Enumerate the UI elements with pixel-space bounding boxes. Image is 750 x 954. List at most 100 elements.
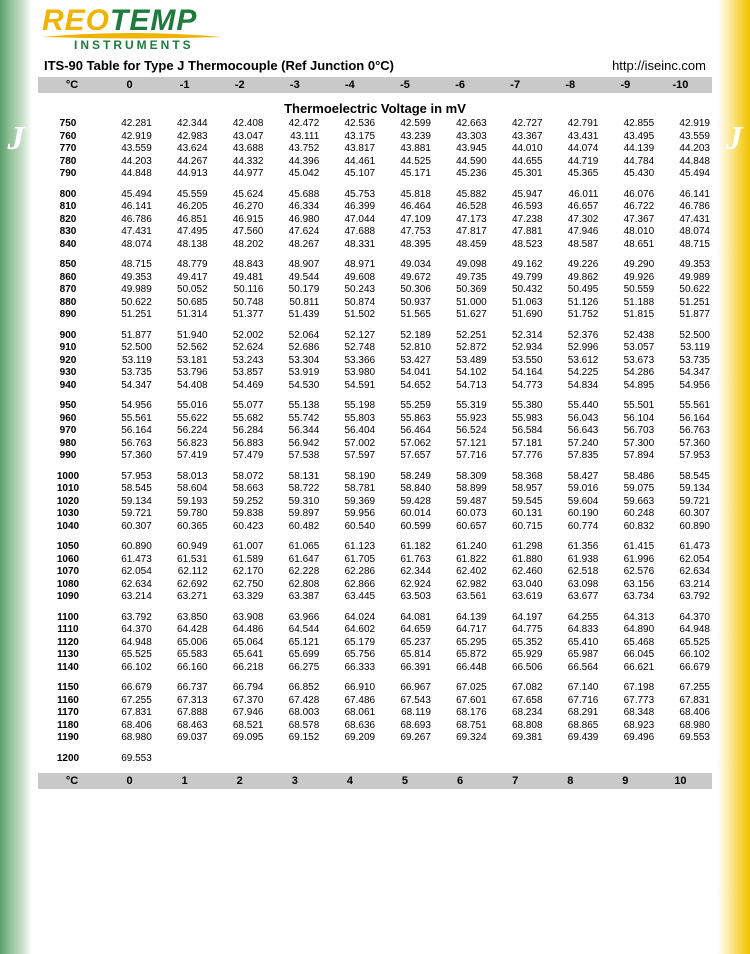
row-temp: 1120 [38, 637, 98, 650]
cell: 56.524 [433, 425, 489, 438]
table-row: 92053.11953.18153.24353.30453.36653.4275… [38, 355, 712, 368]
cell: 43.752 [265, 143, 321, 156]
ftr-col: 0 [102, 775, 157, 787]
cell: 42.281 [98, 118, 154, 131]
cell: 48.779 [154, 259, 210, 272]
column-header: °C0-1-2-3-4-5-6-7-8-9-10 [38, 77, 712, 93]
cell: 65.872 [433, 649, 489, 662]
cell: 52.002 [210, 330, 266, 343]
cell: 48.202 [210, 239, 266, 252]
cell: 42.408 [210, 118, 266, 131]
row-temp: 850 [38, 259, 98, 272]
cell: 56.043 [545, 413, 601, 426]
cell: 58.545 [656, 471, 712, 484]
cell: 42.727 [489, 118, 545, 131]
table-row: 82046.78646.85146.91546.98047.04447.1094… [38, 214, 712, 227]
cell [545, 753, 601, 766]
table-row: 96055.56155.62255.68255.74255.80355.8635… [38, 413, 712, 426]
cell: 56.404 [321, 425, 377, 438]
table-row: 116067.25567.31367.37067.42867.48667.543… [38, 695, 712, 708]
row-temp: 840 [38, 239, 98, 252]
cell: 45.753 [321, 189, 377, 202]
cell: 58.427 [545, 471, 601, 484]
cell: 65.641 [210, 649, 266, 662]
cell: 63.214 [656, 579, 712, 592]
logo: REOTEMP INSTRUMENTS [32, 0, 718, 56]
table-block: 80045.49445.55945.62445.68845.75345.8184… [38, 189, 712, 252]
cell: 54.591 [321, 380, 377, 393]
cell: 46.076 [600, 189, 656, 202]
cell: 68.348 [600, 707, 656, 720]
row-temp: 1130 [38, 649, 98, 662]
cell: 68.865 [545, 720, 601, 733]
cell: 64.428 [154, 624, 210, 637]
cell: 46.270 [210, 201, 266, 214]
table-row: 98056.76356.82356.88356.94257.00257.0625… [38, 438, 712, 451]
cell: 61.007 [210, 541, 266, 554]
cell: 54.773 [489, 380, 545, 393]
cell: 56.284 [210, 425, 266, 438]
cell: 67.831 [98, 707, 154, 720]
table-row: 93053.73553.79653.85753.91953.98054.0415… [38, 367, 712, 380]
ftr-col: 4 [322, 775, 377, 787]
cell: 57.300 [600, 438, 656, 451]
cell: 69.209 [321, 732, 377, 745]
cell: 67.313 [154, 695, 210, 708]
cell: 50.937 [377, 297, 433, 310]
table-row: 94054.34754.40854.46954.53054.59154.6525… [38, 380, 712, 393]
cell: 53.735 [98, 367, 154, 380]
table-row: 101058.54558.60458.66358.72258.78158.840… [38, 483, 712, 496]
row-temp: 750 [38, 118, 98, 131]
cell: 58.249 [377, 471, 433, 484]
cell: 48.587 [545, 239, 601, 252]
cell: 50.748 [210, 297, 266, 310]
cell: 62.866 [321, 579, 377, 592]
table-row: 103059.72159.78059.83859.89759.95660.014… [38, 508, 712, 521]
ftr-col: 7 [488, 775, 543, 787]
cell: 59.369 [321, 496, 377, 509]
hdr-col: -5 [377, 79, 432, 91]
cell: 44.074 [545, 143, 601, 156]
cell: 54.347 [98, 380, 154, 393]
cell: 68.980 [656, 720, 712, 733]
table-row: 89051.25151.31451.37751.43951.50251.5655… [38, 309, 712, 322]
cell: 57.360 [656, 438, 712, 451]
cell [433, 753, 489, 766]
cell: 53.919 [265, 367, 321, 380]
hdr-col: -6 [433, 79, 488, 91]
row-temp: 780 [38, 156, 98, 169]
cell: 46.528 [433, 201, 489, 214]
cell: 51.251 [656, 297, 712, 310]
cell: 59.252 [210, 496, 266, 509]
cell: 44.396 [265, 156, 321, 169]
cell: 57.062 [377, 438, 433, 451]
cell: 64.313 [600, 612, 656, 625]
cell: 60.131 [489, 508, 545, 521]
cell: 51.940 [154, 330, 210, 343]
cell: 57.538 [265, 450, 321, 463]
row-temp: 790 [38, 168, 98, 181]
cell: 61.065 [265, 541, 321, 554]
cell: 59.897 [265, 508, 321, 521]
hdr-col: -1 [157, 79, 212, 91]
cell: 62.344 [377, 566, 433, 579]
page-title: ITS-90 Table for Type J Thermocouple (Re… [44, 58, 394, 73]
cell: 64.024 [321, 612, 377, 625]
cell: 58.781 [321, 483, 377, 496]
cell: 56.763 [98, 438, 154, 451]
source-url[interactable]: http://iseinc.com [612, 58, 706, 73]
cell: 55.016 [154, 400, 210, 413]
cell: 56.224 [154, 425, 210, 438]
cell: 49.672 [377, 272, 433, 285]
cell: 51.565 [377, 309, 433, 322]
cell: 60.715 [489, 521, 545, 534]
cell: 47.560 [210, 226, 266, 239]
cell: 61.880 [489, 554, 545, 567]
row-temp: 900 [38, 330, 98, 343]
cell: 66.794 [210, 682, 266, 695]
cell: 45.494 [98, 189, 154, 202]
cell: 51.000 [433, 297, 489, 310]
cell: 65.468 [600, 637, 656, 650]
cell: 44.203 [656, 143, 712, 156]
cell: 67.082 [489, 682, 545, 695]
